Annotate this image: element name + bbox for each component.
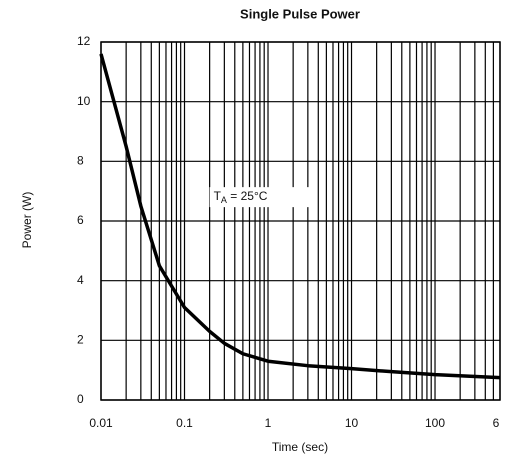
x-tick-label: 0.1 <box>176 416 193 430</box>
annotation-text: T <box>214 189 222 203</box>
x-tick-label: 1 <box>265 416 272 430</box>
y-tick-label: 4 <box>77 273 84 287</box>
line-series <box>99 53 501 380</box>
x-tick-label: 0.01 <box>89 416 113 430</box>
x-tick-label: 10 <box>345 416 359 430</box>
x-tick-label: 100 <box>425 416 445 430</box>
y-tick-label: 10 <box>77 94 91 108</box>
annotation: TA = 25°C <box>214 189 268 205</box>
x-tick-label: 6 <box>493 416 500 430</box>
x-axis-label: Time (sec) <box>272 440 328 454</box>
y-tick-label: 8 <box>77 154 84 168</box>
y-tick-label: 12 <box>77 34 91 48</box>
annotation-bg <box>209 187 310 208</box>
chart-title: Single Pulse Power <box>240 6 360 21</box>
y-tick-label: 2 <box>77 333 84 347</box>
y-tick-label: 0 <box>77 392 84 406</box>
annotation-subscript: A <box>221 196 227 206</box>
annotation-rest: = 25°C <box>227 189 268 203</box>
y-tick-label: 6 <box>77 213 84 227</box>
plot-frame <box>100 41 501 401</box>
y-axis-label: Power (W) <box>20 192 34 249</box>
